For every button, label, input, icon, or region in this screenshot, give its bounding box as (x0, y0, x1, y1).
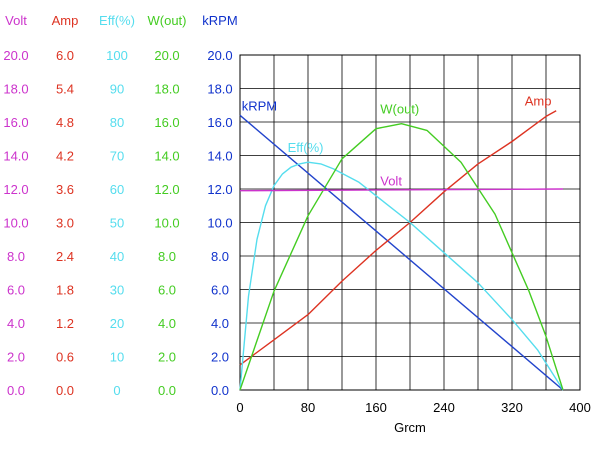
axis-tick-wout: 2.0 (158, 350, 176, 365)
axis-scales: Volt 0.0 2.0 4.0 6.0 8.0 10.0 12.0 14.0 16.0 18.0 2… (3, 13, 237, 398)
x-tick-label: 320 (501, 400, 523, 415)
axis-tick-volt: 10.0 (3, 216, 28, 231)
data-series (239, 110, 564, 391)
axis-tick-eff: 80 (110, 115, 124, 130)
axis-tick-amp: 4.8 (56, 115, 74, 130)
axis-tick-wout: 16.0 (154, 115, 179, 130)
axis-tick-volt: 16.0 (3, 115, 28, 130)
axis-header-krpm: kRPM (202, 13, 237, 28)
x-tick-label: 0 (236, 400, 243, 415)
axis-tick-amp: 0.6 (56, 350, 74, 365)
axis-tick-eff: 90 (110, 82, 124, 97)
x-axis-label: Grcm (394, 420, 426, 435)
axis-tick-wout: 8.0 (158, 249, 176, 264)
axis-tick-krpm: 8.0 (211, 249, 229, 264)
axis-tick-wout: 14.0 (154, 149, 179, 164)
series-line-wout (239, 122, 564, 391)
series-line-volt (239, 188, 564, 192)
series-line-krpm (239, 114, 564, 391)
axis-tick-volt: 14.0 (3, 149, 28, 164)
axis-tick-krpm: 12.0 (207, 182, 232, 197)
axis-tick-eff: 30 (110, 283, 124, 298)
axis-tick-amp: 1.2 (56, 316, 74, 331)
axis-tick-amp: 4.2 (56, 149, 74, 164)
axis-tick-krpm: 18.0 (207, 82, 232, 97)
axis-tick-eff: 60 (110, 182, 124, 197)
axis-tick-eff: 70 (110, 149, 124, 164)
axis-tick-amp: 5.4 (56, 82, 74, 97)
axis-header-wout: W(out) (148, 13, 187, 28)
axis-header-eff: Eff(%) (99, 13, 135, 28)
axis-tick-wout: 6.0 (158, 283, 176, 298)
axis-tick-eff: 0 (113, 383, 120, 398)
axis-tick-volt: 4.0 (7, 316, 25, 331)
axis-tick-wout: 20.0 (154, 48, 179, 63)
axis-tick-krpm: 6.0 (211, 283, 229, 298)
axis-tick-wout: 4.0 (158, 316, 176, 331)
axis-tick-krpm: 16.0 (207, 115, 232, 130)
axis-tick-amp: 0.0 (56, 383, 74, 398)
series-label-amp: Amp (525, 93, 552, 108)
axis-tick-wout: 12.0 (154, 182, 179, 197)
x-tick-label: 400 (569, 400, 591, 415)
axis-tick-eff: 50 (110, 216, 124, 231)
axis-tick-wout: 0.0 (158, 383, 176, 398)
axis-tick-volt: 8.0 (7, 249, 25, 264)
axis-tick-krpm: 0.0 (211, 383, 229, 398)
series-line-eff (239, 161, 564, 391)
axis-tick-volt: 12.0 (3, 182, 28, 197)
axis-tick-krpm: 4.0 (211, 316, 229, 331)
axis-tick-amp: 3.6 (56, 182, 74, 197)
axis-tick-krpm: 2.0 (211, 350, 229, 365)
axis-tick-volt: 0.0 (7, 383, 25, 398)
x-tick-label: 160 (365, 400, 387, 415)
axis-header-amp: Amp (52, 13, 79, 28)
x-tick-label: 240 (433, 400, 455, 415)
x-axis: 0 80 160 240 320 400 Grcm (236, 400, 590, 435)
axis-tick-eff: 10 (110, 350, 124, 365)
series-label-krpm: kRPM (242, 98, 277, 113)
axis-tick-wout: 18.0 (154, 82, 179, 97)
axis-tick-eff: 100 (106, 48, 128, 63)
axis-header-volt: Volt (5, 13, 27, 28)
axis-tick-krpm: 10.0 (207, 216, 232, 231)
axis-tick-amp: 6.0 (56, 48, 74, 63)
axis-tick-eff: 40 (110, 249, 124, 264)
axis-tick-eff: 20 (110, 316, 124, 331)
series-label-wout: W(out) (380, 102, 419, 117)
axis-tick-amp: 1.8 (56, 283, 74, 298)
axis-tick-krpm: 20.0 (207, 48, 232, 63)
axis-tick-volt: 2.0 (7, 350, 25, 365)
series-labels: kRPM W(out) Amp Eff(%) Volt (242, 93, 552, 188)
axis-tick-volt: 20.0 (3, 48, 28, 63)
axis-tick-amp: 3.0 (56, 216, 74, 231)
axis-tick-amp: 2.4 (56, 249, 74, 264)
axis-tick-wout: 10.0 (154, 216, 179, 231)
x-tick-label: 80 (301, 400, 315, 415)
series-label-eff: Eff(%) (288, 140, 324, 155)
series-label-volt: Volt (380, 174, 402, 189)
axis-tick-volt: 6.0 (7, 283, 25, 298)
axis-tick-krpm: 14.0 (207, 149, 232, 164)
axis-tick-volt: 18.0 (3, 82, 28, 97)
